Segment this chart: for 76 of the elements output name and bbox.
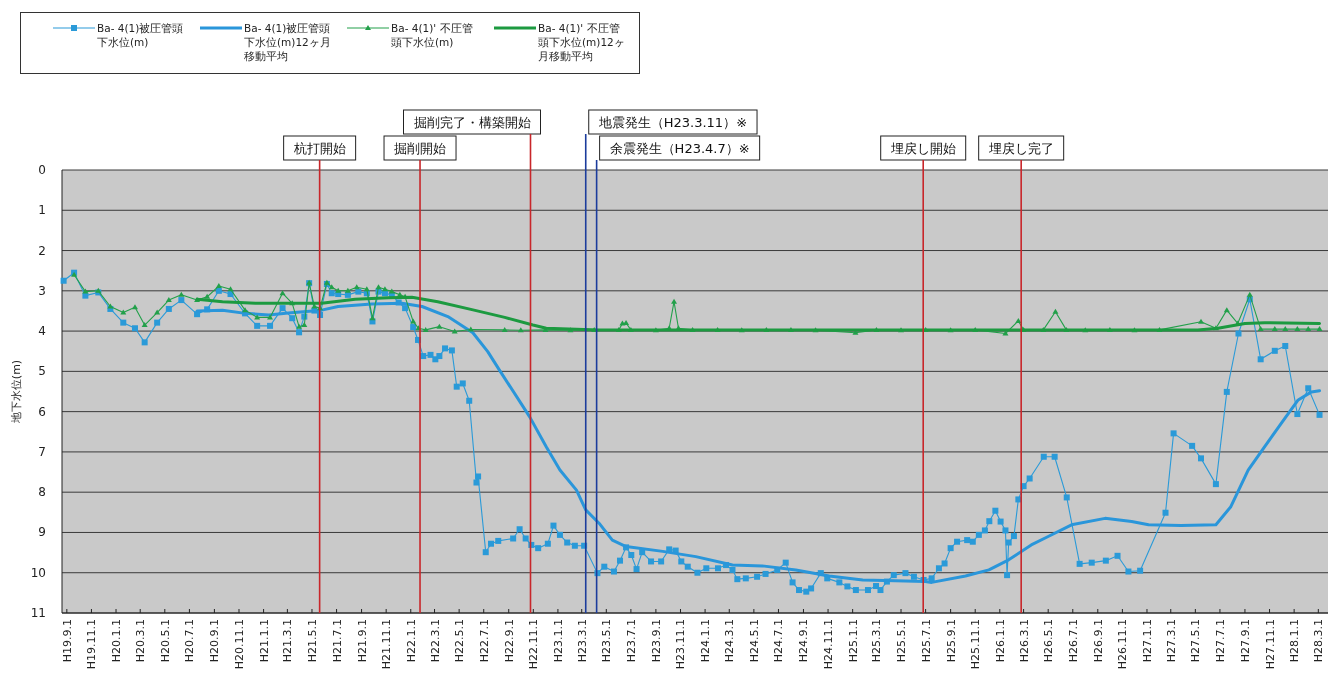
- x-tick-label: H22.7.1: [477, 619, 491, 663]
- y-tick-label: 2: [38, 243, 46, 258]
- x-tick-label: H25.9.1: [944, 619, 958, 663]
- y-tick-label: 8: [38, 485, 46, 500]
- x-tick-label: H24.3.1: [723, 619, 737, 663]
- x-tick-label: H22.3.1: [428, 619, 442, 663]
- x-tick-label: H20.9.1: [208, 619, 222, 663]
- y-tick-label: 7: [38, 444, 46, 459]
- x-tick-label: H26.11.1: [1116, 619, 1130, 670]
- x-tick-label: H22.9.1: [502, 619, 516, 663]
- x-tick-label: H22.5.1: [453, 619, 467, 663]
- legend-label: Ba- 4(1)被圧管頭下水位(m)12ヶ月移動平均: [244, 21, 332, 63]
- x-tick-label: H24.5.1: [747, 619, 761, 663]
- ref-line-label: 地震発生（H23.3.11）※: [597, 115, 748, 130]
- x-tick-label: H22.1.1: [404, 619, 418, 663]
- y-tick-label: 11: [30, 606, 46, 620]
- x-tick-label: H25.3.1: [870, 619, 884, 663]
- x-tick-label: H28.1.1: [1288, 619, 1302, 663]
- x-tick-label: H24.9.1: [797, 619, 811, 663]
- x-tick-label: H26.3.1: [1017, 619, 1031, 663]
- y-tick-label: 6: [38, 404, 46, 419]
- y-tick-label: 4: [38, 324, 46, 339]
- ref-line-label: 掘削開始: [394, 141, 447, 156]
- x-tick-label: H27.1.1: [1140, 619, 1154, 663]
- x-tick-label: H24.7.1: [772, 619, 786, 663]
- y-tick-label: 10: [30, 565, 46, 580]
- x-tick-label: H26.1.1: [993, 619, 1007, 663]
- x-tick-label: H27.9.1: [1238, 619, 1252, 663]
- x-tick-label: H21.11.1: [380, 619, 394, 670]
- x-tick-label: H21.5.1: [305, 619, 319, 663]
- x-tick-label: H23.9.1: [649, 619, 663, 663]
- x-tick-label: H24.1.1: [699, 619, 713, 663]
- ref-line-label: 埋戻し開始: [889, 141, 956, 156]
- x-tick-label: H26.7.1: [1066, 619, 1080, 663]
- x-tick-label: H22.11.1: [527, 619, 541, 670]
- x-tick-label: H23.1.1: [551, 619, 565, 663]
- x-tick-label: H21.1.1: [257, 619, 271, 663]
- x-tick-label: H21.9.1: [355, 619, 369, 663]
- x-tick-label: H20.7.1: [183, 619, 197, 663]
- x-tick-label: H27.7.1: [1213, 619, 1227, 663]
- y-tick-label: 3: [38, 283, 46, 298]
- ref-line-label: 杭打開始: [292, 141, 346, 156]
- y-tick-label: 0: [38, 163, 46, 177]
- x-tick-label: H24.11.1: [822, 619, 836, 670]
- y-tick-label: 5: [38, 364, 46, 379]
- x-tick-label: H21.3.1: [281, 619, 295, 663]
- x-tick-label: H19.11.1: [85, 619, 99, 670]
- legend-label: Ba- 4(1)' 不圧管頭下水位(m): [391, 21, 474, 49]
- x-tick-label: H23.11.1: [674, 619, 688, 670]
- x-tick-label: H23.7.1: [624, 619, 638, 663]
- x-tick-label: H25.11.1: [969, 619, 983, 670]
- ref-line-label: 掘削完了・構築開始: [413, 115, 531, 130]
- x-tick-label: H27.5.1: [1189, 619, 1203, 663]
- x-tick-label: H20.1.1: [110, 619, 124, 663]
- x-tick-label: H27.11.1: [1263, 619, 1277, 670]
- x-tick-label: H23.3.1: [575, 619, 589, 663]
- x-tick-label: H20.3.1: [134, 619, 148, 663]
- legend-label: Ba- 4(1)被圧管頭下水位(m): [97, 21, 185, 49]
- x-tick-label: H25.7.1: [919, 619, 933, 663]
- y-axis-title: 地下水位(m): [10, 359, 23, 425]
- legend-label: Ba- 4(1)' 不圧管頭下水位(m)12ヶ月移動平均: [538, 21, 626, 63]
- x-tick-label: H25.1.1: [846, 619, 860, 663]
- x-tick-label: H25.5.1: [895, 619, 909, 663]
- x-tick-label: H21.7.1: [330, 619, 344, 663]
- ref-line-label: 余震発生（H23.4.7）※: [609, 141, 750, 156]
- y-tick-label: 1: [38, 203, 46, 218]
- x-tick-label: H26.5.1: [1042, 619, 1056, 663]
- x-tick-label: H23.5.1: [600, 619, 614, 663]
- x-tick-label: H19.9.1: [60, 619, 74, 663]
- x-tick-label: H20.5.1: [158, 619, 172, 663]
- x-tick-label: H26.9.1: [1091, 619, 1105, 663]
- x-tick-label: H28.3.1: [1312, 619, 1326, 663]
- ref-line-label: 埋戻し完了: [987, 141, 1054, 156]
- y-tick-label: 9: [38, 525, 46, 540]
- x-tick-label: H20.11.1: [233, 619, 246, 670]
- x-tick-label: H27.3.1: [1164, 619, 1178, 663]
